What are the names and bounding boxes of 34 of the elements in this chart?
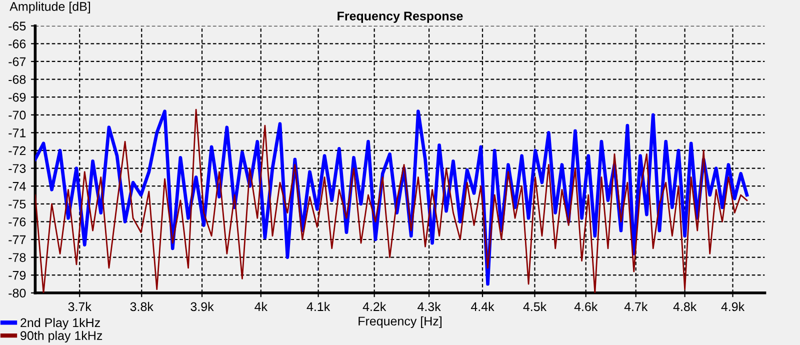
y-axis-title: Amplitude [dB] — [10, 2, 90, 14]
x-tick-label: 4.1k — [306, 302, 330, 311]
y-tick-label: -76 — [8, 218, 26, 226]
x-tick-label: 4.8k — [673, 302, 697, 312]
x-tick-label: 4.9k — [721, 302, 745, 312]
x-tick-label: 4.4k — [470, 302, 494, 311]
x-tick-label: 4.6k — [574, 302, 598, 312]
y-tick-label: -69 — [8, 92, 26, 102]
x-tick-label: 4.5k — [523, 302, 547, 312]
y-tick-label: -67 — [8, 57, 26, 66]
y-tick-label: -71 — [8, 128, 26, 138]
x-tick-label: 3.8k — [130, 302, 154, 312]
x-tick-label: 4.3k — [418, 302, 441, 312]
x-tick-label: 4.7k — [624, 302, 648, 311]
y-tick-label: -74 — [8, 182, 26, 191]
chart-title: Frequency Response — [338, 12, 463, 23]
x-tick-label: 3.9k — [190, 302, 214, 312]
legend-label: 90th play 1kHz — [20, 330, 102, 342]
y-tick-label: -66 — [8, 39, 26, 48]
x-tick-label: 4k — [254, 302, 268, 311]
y-tick-label: -65 — [8, 22, 26, 31]
y-tick-label: -77 — [8, 235, 26, 244]
y-tick-label: -70 — [8, 110, 26, 120]
y-tick-label: -80 — [8, 288, 26, 298]
y-tick-label: -72 — [8, 146, 26, 156]
y-tick-label: -68 — [8, 75, 26, 84]
x-tick-label: 4.2k — [362, 302, 386, 311]
legend-label: 2nd Play 1kHz — [20, 318, 100, 330]
y-tick-label: -78 — [8, 253, 26, 262]
x-axis-title: Frequency [Hz] — [358, 316, 442, 328]
x-tick-label: 3.7k — [68, 302, 92, 312]
y-tick-label: -73 — [8, 164, 26, 173]
y-tick-label: -75 — [8, 200, 26, 209]
y-tick-label: -79 — [8, 270, 26, 280]
